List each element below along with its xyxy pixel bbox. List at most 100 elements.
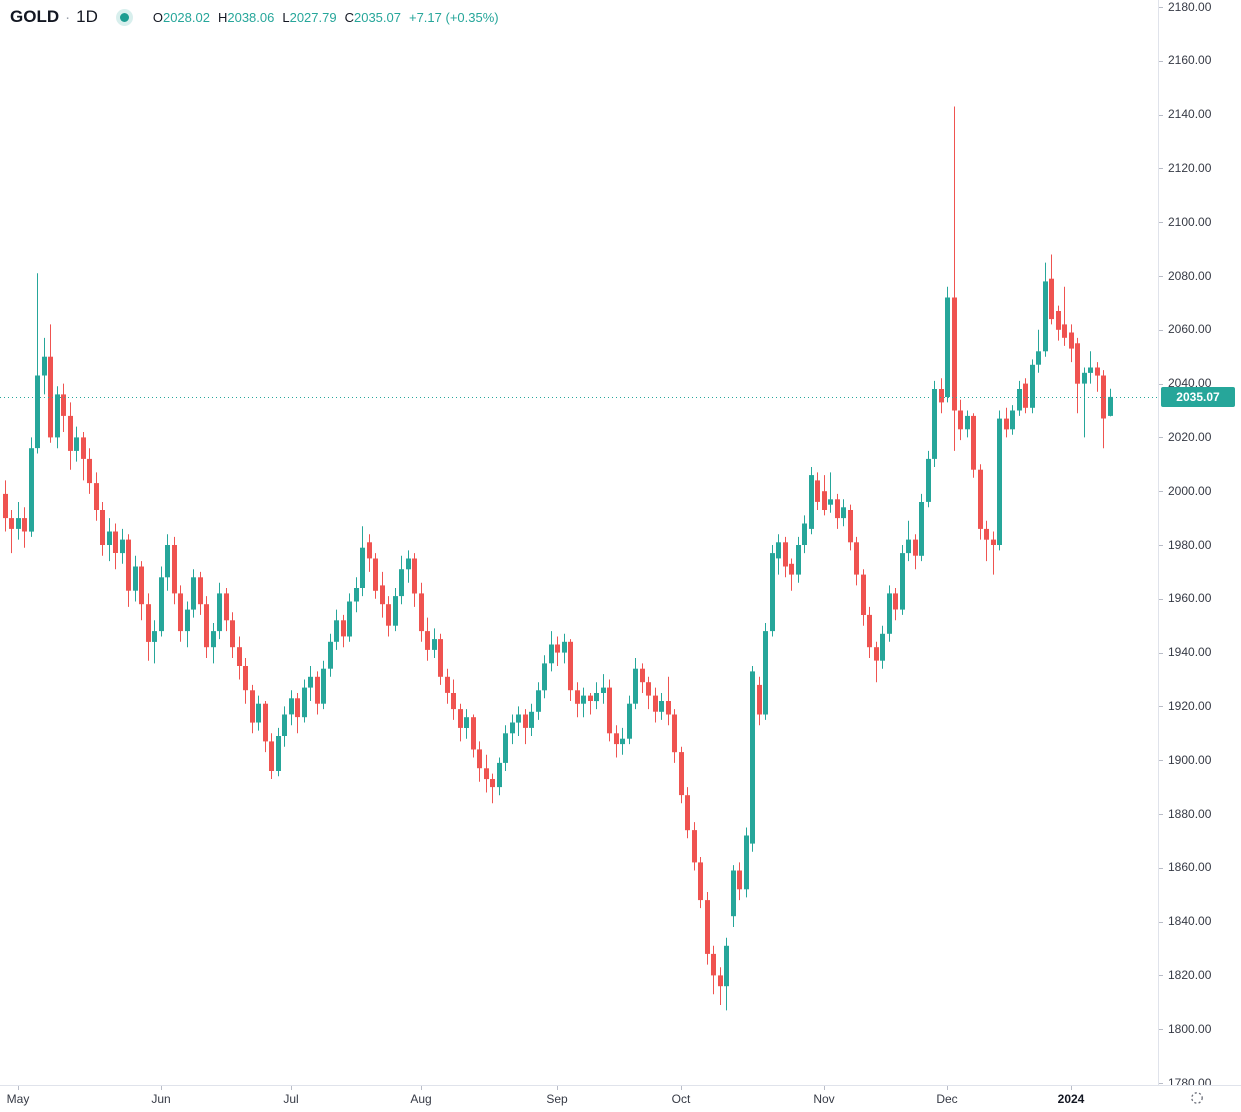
price-axis-tick	[1159, 168, 1163, 169]
candle	[55, 386, 60, 449]
candle	[581, 687, 586, 718]
candle	[373, 553, 378, 599]
open-value: 2028.02	[162, 9, 210, 25]
price-axis-label: 1840.00	[1168, 914, 1212, 929]
candle	[399, 555, 404, 605]
candle	[217, 582, 222, 640]
close-label: C	[344, 9, 354, 25]
price-axis-tick	[1159, 868, 1163, 869]
candle	[614, 725, 619, 758]
candle	[646, 676, 651, 710]
low-value: 2027.79	[289, 9, 337, 25]
candle	[1108, 388, 1113, 417]
price-axis-tick	[1159, 276, 1163, 277]
candle	[1075, 337, 1080, 414]
price-axis-label: 1880.00	[1168, 806, 1212, 821]
time-axis-tick	[824, 1086, 825, 1090]
candle	[1010, 405, 1015, 435]
timeframe[interactable]: 1D	[76, 7, 98, 26]
candle	[451, 679, 456, 720]
candle	[1017, 380, 1022, 416]
high-label: H	[217, 9, 228, 25]
chart-canvas[interactable]	[0, 0, 1158, 1085]
candle	[159, 566, 164, 637]
candle	[1095, 362, 1100, 392]
candle	[770, 545, 775, 637]
price-axis-tick	[1159, 814, 1163, 815]
candle	[594, 682, 599, 710]
candle	[672, 709, 677, 763]
time-axis-label-may: May	[6, 1092, 30, 1106]
candle	[16, 502, 21, 540]
price-axis-tick	[1159, 330, 1163, 331]
time-axis-label-2024: 2024	[1057, 1092, 1085, 1106]
price-axis-label: 1920.00	[1168, 698, 1212, 713]
price-axis-tick	[1159, 975, 1163, 976]
candle	[471, 714, 476, 758]
symbol-name[interactable]: GOLD	[10, 7, 60, 26]
close-value: 2035.07	[353, 9, 401, 25]
candle	[562, 633, 567, 664]
candle	[464, 709, 469, 739]
candle	[165, 534, 170, 591]
candle	[230, 612, 235, 658]
market-status-icon[interactable]	[119, 12, 129, 22]
price-axis-tick	[1159, 115, 1163, 116]
candle	[354, 577, 359, 613]
candle	[126, 534, 131, 607]
candle	[107, 518, 112, 562]
candle	[698, 857, 703, 909]
price-axis-tick	[1159, 222, 1163, 223]
price-axis-label: 1980.00	[1168, 537, 1212, 552]
time-axis-tick	[681, 1086, 682, 1090]
candle	[87, 448, 92, 494]
candle	[848, 504, 853, 551]
candle	[178, 585, 183, 642]
price-axis-tick	[1159, 384, 1163, 385]
price-axis-label: 1900.00	[1168, 752, 1212, 767]
time-axis-tick	[291, 1086, 292, 1090]
candle	[406, 550, 411, 583]
axis-settings-icon[interactable]	[1189, 1090, 1205, 1106]
time-axis[interactable]: May Jun Jul Aug Sep Oct Nov Dec 2024	[0, 1085, 1241, 1112]
candle	[1088, 351, 1093, 384]
price-axis-label: 1800.00	[1168, 1021, 1212, 1036]
price-axis-tick	[1159, 653, 1163, 654]
candle	[185, 601, 190, 648]
candle	[633, 658, 638, 710]
time-axis-label-sep: Sep	[546, 1092, 568, 1106]
candle	[880, 625, 885, 669]
candle	[516, 706, 521, 736]
chart-legend: GOLD · 1D O2028.02 H2038.06 L2027.79 C20…	[10, 7, 499, 27]
candle	[113, 523, 118, 570]
price-axis-label: 1940.00	[1168, 645, 1212, 660]
candle	[991, 531, 996, 575]
candle	[477, 741, 482, 782]
candle	[685, 787, 690, 839]
candle	[809, 467, 814, 535]
price-axis-tick	[1159, 1083, 1163, 1084]
time-axis-label-dec: Dec	[936, 1092, 958, 1106]
price-axis-tick	[1159, 437, 1163, 438]
candle	[919, 493, 924, 562]
candle	[172, 536, 177, 605]
candle	[412, 553, 417, 607]
candle	[971, 413, 976, 478]
candle	[419, 582, 424, 642]
time-axis-label-nov: Nov	[813, 1092, 835, 1106]
candle	[640, 663, 645, 693]
candle	[1043, 262, 1048, 357]
candle	[620, 727, 625, 755]
candle	[1036, 329, 1041, 373]
candle	[380, 571, 385, 618]
candle	[497, 757, 502, 796]
symbol-separator: ·	[65, 8, 71, 26]
candle	[523, 709, 528, 745]
candle	[679, 746, 684, 804]
price-axis-label: 2020.00	[1168, 429, 1212, 444]
price-axis[interactable]: 2180.00 2160.00 2140.00 2120.00 2100.00 2080.…	[1158, 0, 1241, 1112]
candle	[965, 410, 970, 438]
candle	[484, 754, 489, 793]
candle	[386, 596, 391, 637]
candle	[276, 727, 281, 777]
